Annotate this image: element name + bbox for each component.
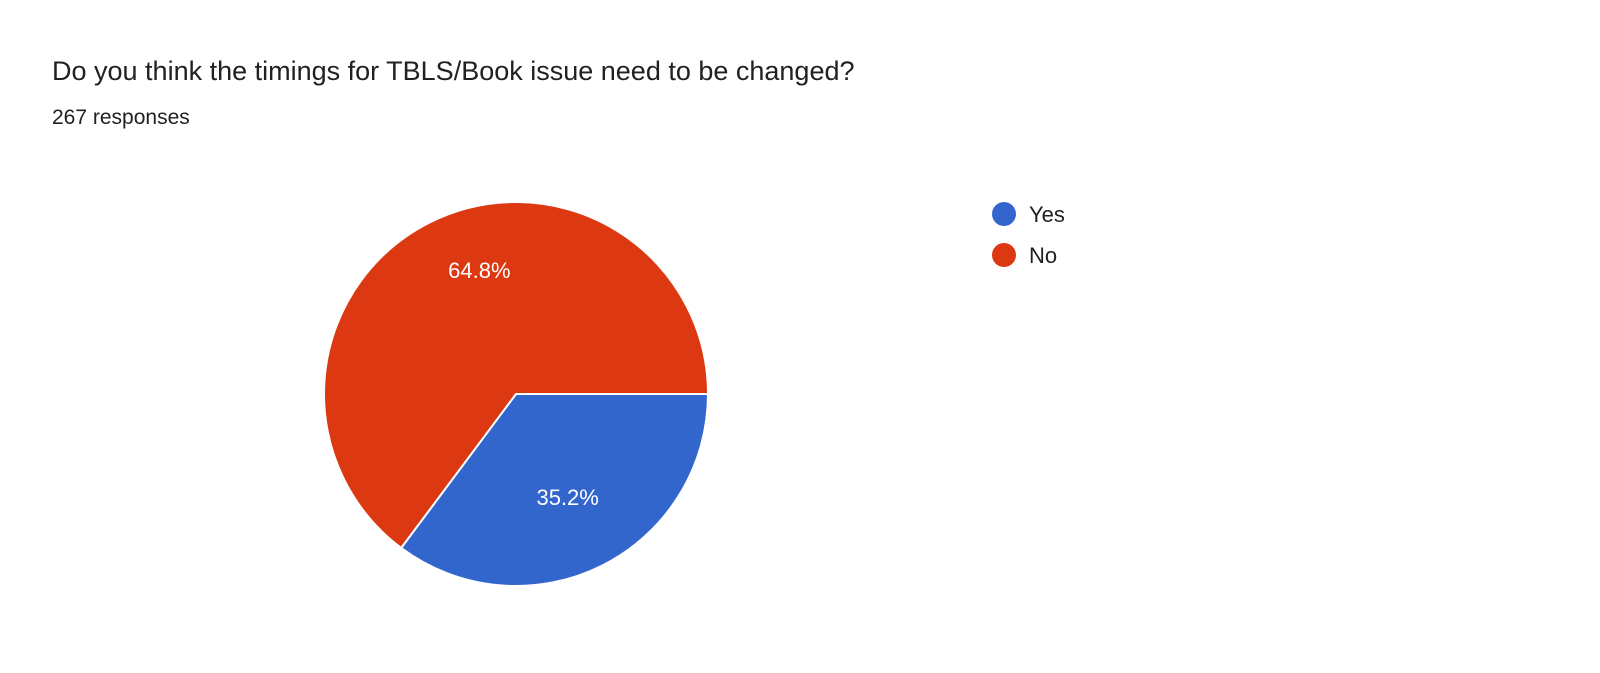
- legend-swatch-yes: [992, 202, 1016, 226]
- pie-slice-yes[interactable]: [399, 393, 710, 587]
- pie-slice-no[interactable]: [323, 201, 710, 550]
- legend-label-yes[interactable]: Yes: [1029, 202, 1065, 227]
- response-count: 267 responses: [52, 106, 190, 129]
- slice-label-no: 64.8%: [448, 258, 510, 283]
- legend-swatch-no: [992, 243, 1016, 267]
- chart-title: Do you think the timings for TBLS/Book i…: [52, 56, 855, 86]
- legend-label-no[interactable]: No: [1029, 243, 1057, 268]
- slice-label-yes: 35.2%: [536, 485, 598, 510]
